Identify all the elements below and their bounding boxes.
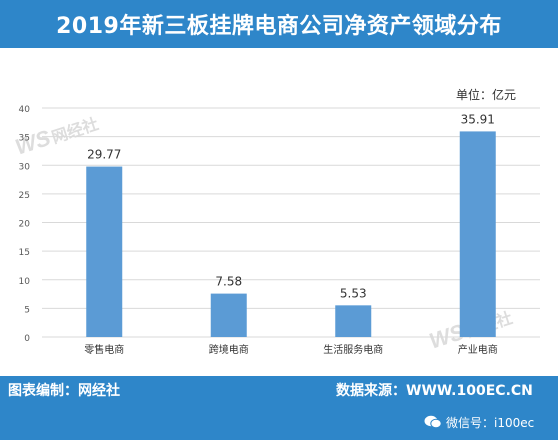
chart-title: 2019年新三板挂牌电商公司净资产领域分布 bbox=[56, 14, 502, 39]
y-tick-label: 20 bbox=[19, 220, 31, 230]
y-tick-label: 10 bbox=[19, 277, 31, 287]
bar bbox=[459, 131, 496, 337]
footer-credit: 图表编制：网经社 bbox=[8, 383, 120, 399]
wechat-badge: 微信号：i100ec bbox=[424, 410, 534, 434]
y-tick-label: 35 bbox=[19, 134, 30, 144]
y-tick-label: 5 bbox=[24, 305, 30, 315]
chart-header: 2019年新三板挂牌电商公司净资产领域分布 bbox=[0, 0, 558, 48]
footer-source: 数据来源：WWW.100EC.CN bbox=[336, 383, 533, 399]
footer bbox=[0, 376, 558, 440]
y-tick-label: 30 bbox=[19, 162, 31, 172]
bar-chart: 0 5 10 15 20 25 30 35 40 29.77 零售电商 7.58 跨境电商 5.53 生活服… bbox=[19, 105, 540, 356]
data-label: 7.58 bbox=[215, 275, 242, 289]
y-tick-label: 25 bbox=[19, 191, 30, 201]
x-tick-label: 零售电商 bbox=[84, 343, 124, 356]
data-label: 35.91 bbox=[461, 112, 495, 126]
data-label: 29.77 bbox=[87, 148, 121, 162]
data-label: 5.53 bbox=[340, 286, 367, 300]
wechat-icon bbox=[424, 415, 442, 429]
bar bbox=[335, 305, 372, 337]
bar bbox=[86, 166, 123, 337]
x-tick-label: 跨境电商 bbox=[209, 343, 249, 356]
x-tick-label: 产业电商 bbox=[458, 343, 498, 356]
x-tick-label: 生活服务电商 bbox=[323, 343, 383, 356]
bar bbox=[210, 293, 247, 337]
y-tick-label: 0 bbox=[24, 334, 30, 344]
unit-label: 单位：亿元 bbox=[455, 88, 516, 102]
y-tick-label: 40 bbox=[19, 105, 31, 115]
wechat-id: 微信号：i100ec bbox=[446, 415, 535, 430]
y-tick-label: 15 bbox=[19, 248, 30, 258]
